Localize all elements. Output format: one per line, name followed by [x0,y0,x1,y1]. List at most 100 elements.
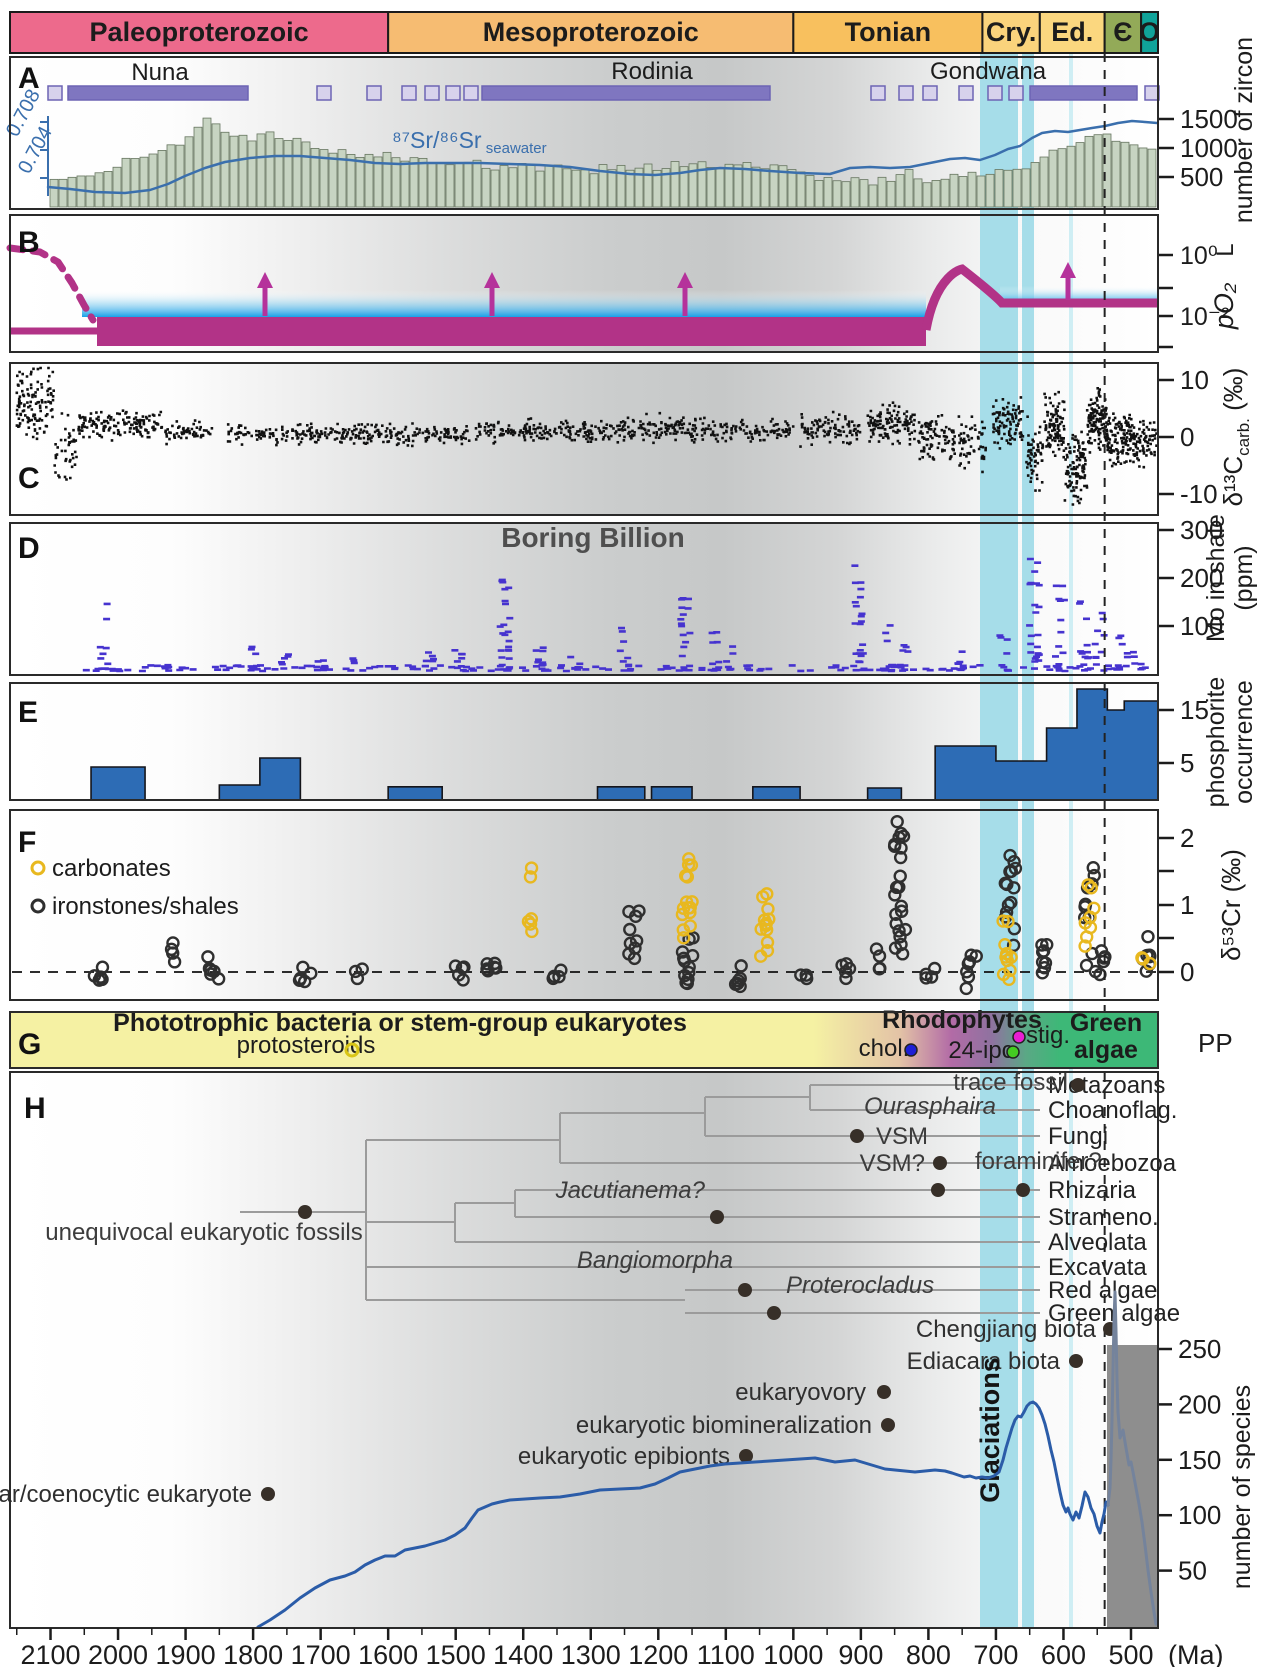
cr-datapoint [760,935,775,949]
event-label: Chengjiang biota [916,1316,1097,1343]
panel-label-H: H [24,1092,46,1125]
cr-datapoint [799,968,813,982]
glaciation-band [1022,53,1034,1628]
axis-tick-label: 1000 [1180,133,1238,163]
cr-datapoint [924,970,939,984]
cr-datapoint [898,922,913,937]
x-tick-label: 1600 [358,1640,418,1667]
legend-label: ironstones/shales [52,893,239,920]
cr-datapoint [1000,877,1014,892]
x-axis-unit: (Ma) [1168,1640,1224,1667]
cr-datapoint [1143,956,1157,971]
cr-datapoint [1078,900,1092,914]
cr-datapoint [1006,938,1021,953]
supercontinent-bar [67,85,249,101]
rodinia-label: Rodinia [611,58,693,85]
supercontinent-interval [1144,85,1160,101]
cr-datapoint [889,917,903,931]
cr-datapoint [1078,939,1092,953]
phosphorite-bars [596,786,646,801]
supercontinent-interval [870,85,886,101]
axis-label-number-of-species: number of species [1228,1385,1256,1589]
axis-label-phosphorite: phosphorite [1202,677,1230,808]
supercontinent-interval [445,85,461,101]
fossil-dot [1071,1078,1085,1092]
x-tick-label: 800 [906,1640,951,1667]
fossil-dot [767,1306,781,1320]
cr-datapoint [622,947,636,961]
fossil-label: foraminifer? [975,1148,1102,1175]
axis-tick-label: 0 [1180,422,1194,452]
cr-datapoint [892,924,906,938]
cr-datapoint [523,917,538,931]
phosphorite-bars [866,787,903,801]
glaciation-band [980,53,1018,1628]
oxygen-dashed-curve [6,244,97,324]
era-block [981,11,1041,54]
axis-label-number-of-zircon: number of zircon [1230,37,1258,223]
axis-tick-label: 1 [1180,890,1194,920]
cr-datapoint [1081,878,1095,892]
event-dot [881,1418,895,1432]
fossil-label: Proterocladus [786,1272,934,1299]
cr-datapoint [1035,938,1049,952]
cr-datapoint [207,964,221,979]
cr-datapoint [1001,914,1015,929]
pp-label: PP [1198,1028,1233,1058]
cr-datapoint [1008,861,1023,876]
cr-datapoint [1000,953,1014,968]
cr-datapoint [166,936,180,950]
cr-datapoint [1040,937,1054,952]
x-tick-label: 900 [838,1640,883,1667]
axis-tick-label: 500 [1180,162,1223,192]
cr-datapoint [488,956,502,971]
biomarker-label: stig. [1026,1022,1070,1049]
cr-datapoint [685,948,700,963]
sr-isotope-label: ⁸⁷Sr/⁸⁶Sr seawater [392,127,547,157]
cr-datapoint [1088,964,1103,979]
biomarker-dot-protosteroid [344,1042,360,1058]
cr-datapoint [546,971,560,986]
taxon-label: Amoebozoa [1048,1150,1177,1177]
x-tick-label: 1300 [561,1640,621,1667]
taxon-label: Red algae [1048,1277,1157,1304]
axis-tick-label: -10 [1180,479,1218,509]
fossil-dot [850,1129,864,1143]
panel-label-F: F [18,826,36,859]
biomarker-label: Phototrophic bacteria or stem-group euka… [113,1009,687,1037]
fossil-dot [1016,1183,1030,1197]
taxon-label: Rhizaria [1048,1177,1137,1204]
cr-datapoint [1003,848,1017,863]
axis-tick-label: 250 [1178,1334,1221,1364]
cr-datapoint [167,955,182,969]
cr-datapoint [201,950,215,964]
cr-datapoint [683,919,697,933]
cr-datapoint [734,959,748,973]
cr-datapoint [1139,964,1154,978]
cr-datapoint [628,909,643,923]
cr-datapoint [872,949,887,963]
axis-tick-label: 10 [1180,365,1209,395]
cr-datapoint [682,932,696,946]
event-dot [261,1487,275,1501]
event-label: eukaryovory [735,1379,866,1406]
supercontinent-interval [47,85,63,101]
taxon-label: Strameno. [1048,1204,1159,1231]
event-label: Ediacara biota [907,1348,1061,1375]
cr-datapoint [1038,956,1053,970]
sr-isotope-curve [46,119,1159,195]
panel-label-C: C [18,462,40,495]
phosphorite-bars [752,786,801,801]
cr-datapoint [676,923,690,937]
phosphorite-bars [90,766,146,801]
cr-datapoint [873,961,887,976]
fossil-label: Jacutianema? [555,1177,706,1204]
fossil-dot [710,1210,724,1224]
cr-datapoint [683,905,697,920]
oxygen-surface-band [82,290,926,317]
biomarker-dot-24ipc [1006,1045,1020,1059]
axis-tick-label: 10⁰ [1180,242,1218,270]
panel-label-G: G [18,1028,41,1061]
x-tick-label: 2000 [88,1640,148,1667]
supercontinent-interval [922,85,938,101]
